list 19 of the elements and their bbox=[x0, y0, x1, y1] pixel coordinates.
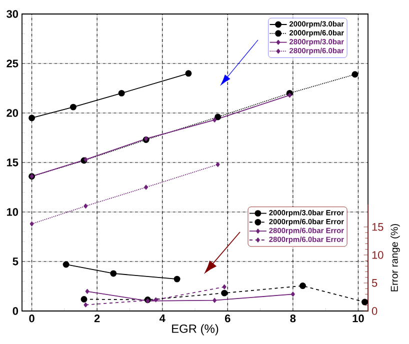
x-tick-label: 0 bbox=[29, 314, 34, 322]
x-tick-label: 10 bbox=[352, 314, 364, 322]
y-tick-label: 25 bbox=[6, 60, 18, 68]
y2-axis-title: Error range (%) bbox=[390, 224, 400, 292]
x-tick-label: 2 bbox=[94, 314, 100, 322]
y2-tick-label: 10 bbox=[372, 251, 384, 259]
y-tick-label: 20 bbox=[6, 109, 18, 117]
x-tick-label: 6 bbox=[225, 314, 230, 322]
y2-tick-label: 5 bbox=[372, 279, 378, 287]
y-tick-label: 5 bbox=[12, 258, 18, 266]
y-tick-label: 10 bbox=[6, 208, 18, 216]
y-tick-label: 15 bbox=[6, 158, 18, 166]
x-tick-label: 8 bbox=[290, 314, 296, 322]
y2-tick-label: 15 bbox=[372, 223, 384, 231]
y-tick-label: 30 bbox=[6, 10, 18, 18]
x-tick-label: 4 bbox=[159, 314, 166, 322]
x-axis-title: EGR (%) bbox=[172, 324, 218, 336]
y-tick-label: 0 bbox=[12, 307, 18, 315]
y2-tick-label: 0 bbox=[372, 307, 378, 315]
